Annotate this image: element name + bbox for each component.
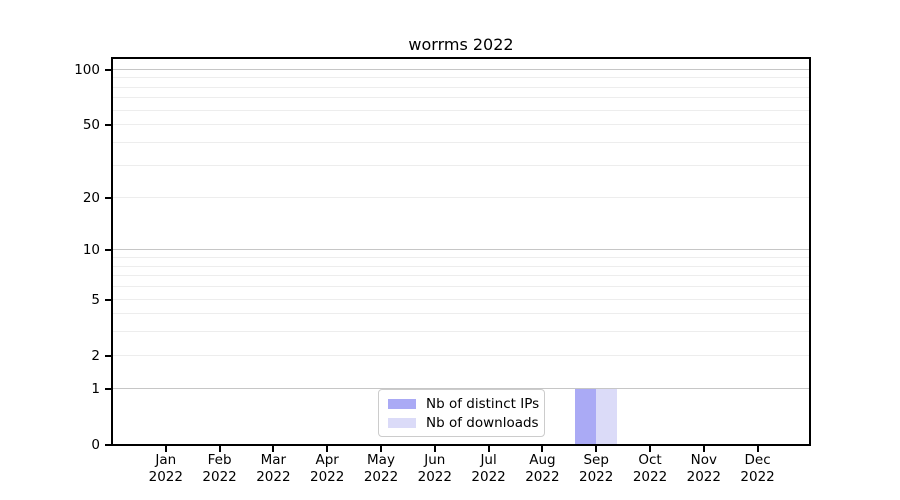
x-tick-year: 2022 xyxy=(525,468,560,485)
minor-gridline xyxy=(113,109,809,111)
minor-gridline xyxy=(113,313,809,315)
legend-label: Nb of distinct IPs xyxy=(426,395,540,412)
x-tick-label: May 2022 xyxy=(345,452,417,485)
x-tick-year: 2022 xyxy=(686,468,721,485)
chart-title: worrms 2022 xyxy=(408,35,514,54)
x-tick-label: Sep 2022 xyxy=(560,452,632,485)
legend-swatch-downloads xyxy=(388,417,416,428)
y-tick-label: 20 xyxy=(82,189,100,206)
x-tick-mark xyxy=(218,446,221,452)
y-tick-label: 0 xyxy=(91,437,100,453)
x-tick-mark xyxy=(756,446,759,452)
x-tick-year: 2022 xyxy=(256,468,291,485)
minor-gridline xyxy=(113,97,809,99)
y-tick-label: 50 xyxy=(82,116,100,133)
minor-gridline xyxy=(113,299,809,301)
x-tick-year: 2022 xyxy=(632,468,668,485)
y-tick-mark xyxy=(105,354,112,357)
x-tick-label: Nov 2022 xyxy=(668,452,740,485)
major-gridline xyxy=(113,249,809,251)
x-tick-mark xyxy=(649,446,651,452)
x-tick-label: Feb 2022 xyxy=(184,452,256,485)
minor-gridline xyxy=(113,257,809,259)
x-tick-mark xyxy=(595,446,598,452)
x-tick-label: Jun 2022 xyxy=(399,452,471,485)
x-tick-mark xyxy=(541,446,544,452)
minor-gridline xyxy=(113,124,809,126)
major-gridline xyxy=(113,388,809,390)
x-tick-label: Jul 2022 xyxy=(453,452,525,485)
y-tick-label: 2 xyxy=(91,347,100,364)
x-tick-label: Mar 2022 xyxy=(237,452,309,485)
y-tick-label: 1 xyxy=(91,380,100,397)
x-tick-year: 2022 xyxy=(202,468,237,485)
legend-box: Nb of distinct IPs Nb of downloads xyxy=(378,389,545,437)
minor-gridline xyxy=(113,197,809,199)
minor-gridline xyxy=(113,141,809,143)
y-tick-mark xyxy=(105,123,112,126)
legend-label: Nb of downloads xyxy=(426,414,539,431)
y-tick-label: 10 xyxy=(82,241,100,258)
x-tick-label: Jan 2022 xyxy=(130,452,202,485)
x-tick-year: 2022 xyxy=(471,468,506,485)
y-tick-label: 100 xyxy=(74,61,100,78)
x-tick-mark xyxy=(272,446,275,452)
legend-swatch-distinct-ips xyxy=(388,398,416,409)
x-tick-year: 2022 xyxy=(310,468,345,485)
x-tick-mark xyxy=(702,446,705,452)
x-tick-year: 2022 xyxy=(148,468,183,485)
x-tick-mark xyxy=(326,446,329,452)
minor-gridline xyxy=(113,355,809,357)
x-tick-year: 2022 xyxy=(740,468,775,485)
x-tick-mark xyxy=(164,446,167,452)
x-tick-label: Oct 2022 xyxy=(614,452,686,485)
x-tick-year: 2022 xyxy=(363,468,399,485)
bar-downloads xyxy=(596,389,618,445)
y-tick-label: 5 xyxy=(91,291,100,308)
y-tick-mark xyxy=(105,248,112,251)
x-tick-label: Aug 2022 xyxy=(506,452,578,485)
x-tick-label: Apr 2022 xyxy=(291,452,363,485)
y-tick-mark xyxy=(105,387,112,390)
x-tick-year: 2022 xyxy=(417,468,452,485)
x-tick-label: Dec 2022 xyxy=(722,452,794,485)
y-tick-mark xyxy=(105,298,112,301)
x-tick-mark xyxy=(487,446,490,452)
minor-gridline xyxy=(113,275,809,277)
legend-row: Nb of distinct IPs xyxy=(379,394,544,413)
minor-gridline xyxy=(113,77,809,79)
plot-area xyxy=(112,58,810,445)
x-tick-mark xyxy=(380,446,382,452)
y-tick-mark xyxy=(105,196,112,199)
legend-row: Nb of downloads xyxy=(379,413,544,432)
x-tick-mark xyxy=(433,446,436,452)
minor-gridline xyxy=(113,265,809,267)
minor-gridline xyxy=(113,286,809,288)
minor-gridline xyxy=(113,86,809,88)
minor-gridline xyxy=(113,164,809,166)
minor-gridline xyxy=(113,330,809,332)
bar-distinct-ips xyxy=(575,389,597,445)
major-gridline xyxy=(113,69,809,71)
y-tick-mark xyxy=(105,444,112,446)
y-tick-mark xyxy=(105,68,112,71)
x-tick-year: 2022 xyxy=(579,468,614,485)
